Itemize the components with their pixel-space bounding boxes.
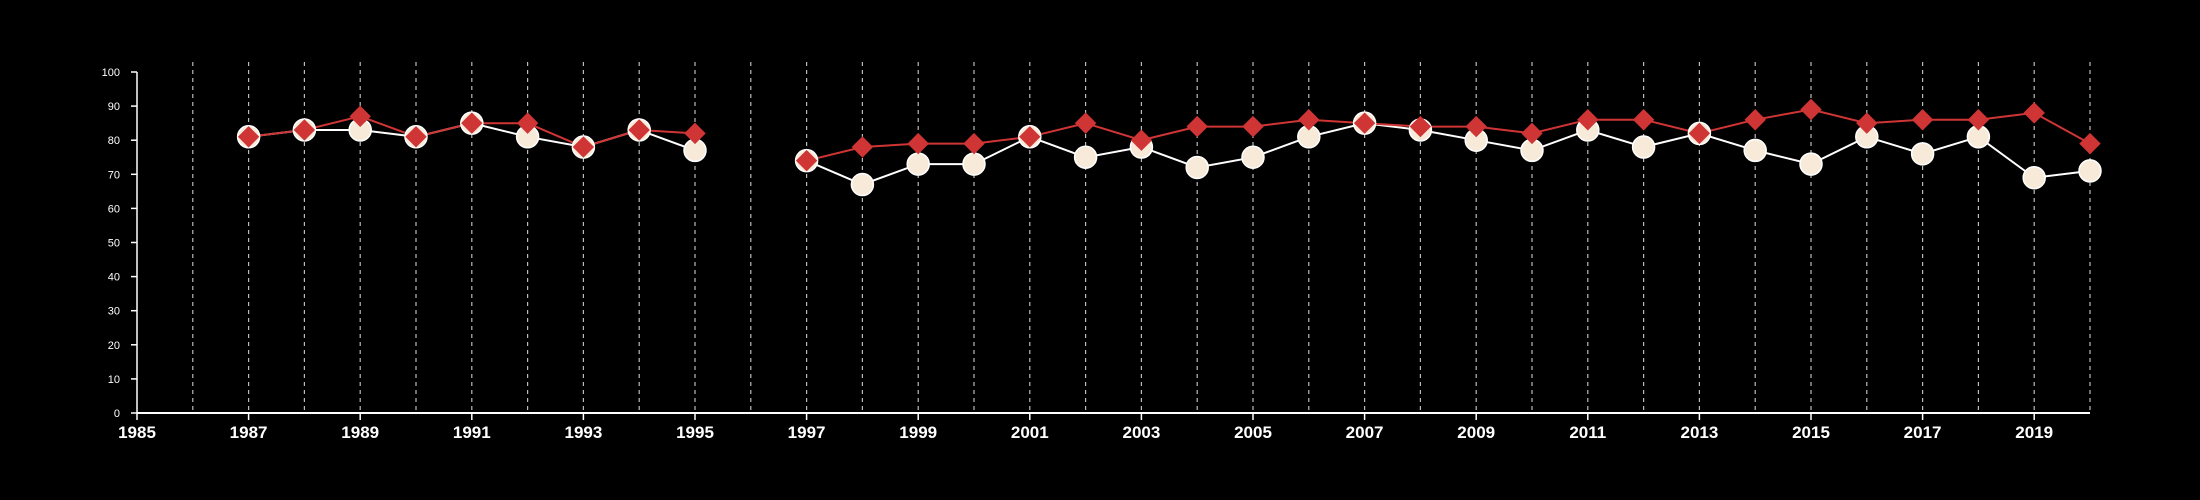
data-point-circle [1241,145,1265,169]
data-point-diamond [684,122,706,145]
data-point-circle [850,172,875,197]
data-point-diamond [1688,122,1711,145]
x-tick-label: 1987 [230,423,268,442]
y-tick-label: 10 [108,374,120,386]
x-tick-label: 1999 [899,423,937,442]
data-point-diamond [628,119,650,141]
y-tick-label: 0 [114,408,120,420]
x-tick-label: 1997 [788,423,826,442]
x-tick-label: 1985 [118,423,156,442]
data-point-diamond [237,126,260,148]
x-tick-label: 1989 [341,423,379,442]
data-point-diamond [907,132,929,155]
data-point-diamond [1242,115,1264,138]
x-tick-label: 2017 [1904,423,1942,442]
y-tick-label: 50 [108,238,120,250]
series-line-1 [806,122,2091,186]
data-point-circle [1073,145,1098,169]
axes: 0 10 20 30 40 50 60 70 80 90 100 1985 1987 1989 1991 19… [102,67,2090,442]
x-tick-label: 1991 [453,423,491,442]
y-tick-label: 90 [108,101,120,113]
data-point-diamond [963,132,985,155]
data-point-circle [2022,165,2046,190]
data-point-diamond [1521,122,1543,145]
x-tick-label: 1995 [676,423,714,442]
x-tick-label: 2013 [1680,423,1718,442]
data-point-circle [962,152,986,176]
data-point-diamond [2023,102,2045,124]
x-tick-label: 2007 [1346,423,1384,442]
data-point-circle [1743,138,1767,163]
x-tick-label: 1993 [564,423,602,442]
x-tick-label: 2005 [1234,423,1272,442]
x-tick-label: 2011 [1569,423,1606,442]
y-tick-label: 100 [102,67,120,79]
x-tick-label: 2003 [1122,423,1160,442]
data-point-diamond [1409,115,1432,138]
data-point-diamond [1744,109,1766,131]
data-point-diamond [1074,112,1097,134]
y-tick-label: 70 [108,169,120,181]
data-point-diamond [293,119,316,141]
data-point-diamond [1298,109,1320,131]
data-point-diamond [1130,129,1153,151]
data-point-diamond [2079,132,2101,155]
data-point-diamond [405,126,427,148]
data-point-diamond [1353,112,1376,134]
y-tick-label: 40 [108,272,120,284]
x-tick-label: 2009 [1457,423,1495,442]
data-point-diamond [1967,109,1990,131]
data-point-circle [906,152,930,176]
x-tick-label: 2019 [2015,423,2053,442]
data-point-diamond [1800,98,1822,121]
data-point-circle [1910,142,1935,166]
data-point-diamond [1465,115,1487,138]
y-tick-label: 80 [108,135,120,147]
x-tick-label: 2001 [1011,423,1049,442]
data-point-diamond [851,136,874,158]
data-point-circle [2078,159,2102,183]
data-point-diamond [1856,112,1878,134]
data-point-diamond [572,136,595,158]
y-tick-label: 20 [108,340,120,352]
data-point-diamond [349,105,371,128]
y-tick-label: 60 [108,203,120,215]
data-point-circle [1799,152,1823,176]
data-point-circle [1185,155,1209,180]
data-point-diamond [516,112,539,134]
x-tick-label: 2015 [1792,423,1830,442]
data-point-diamond [1911,109,1934,131]
data-point-diamond [795,149,818,172]
data-point-circle [1631,135,1656,159]
data-point-diamond [1186,115,1208,138]
data-point-diamond [1019,126,1041,148]
data-point-diamond [461,112,483,134]
y-tick-label: 30 [108,306,120,318]
data-point-diamond [1632,109,1655,131]
series-layer [236,98,2102,197]
data-point-diamond [1577,109,1599,131]
